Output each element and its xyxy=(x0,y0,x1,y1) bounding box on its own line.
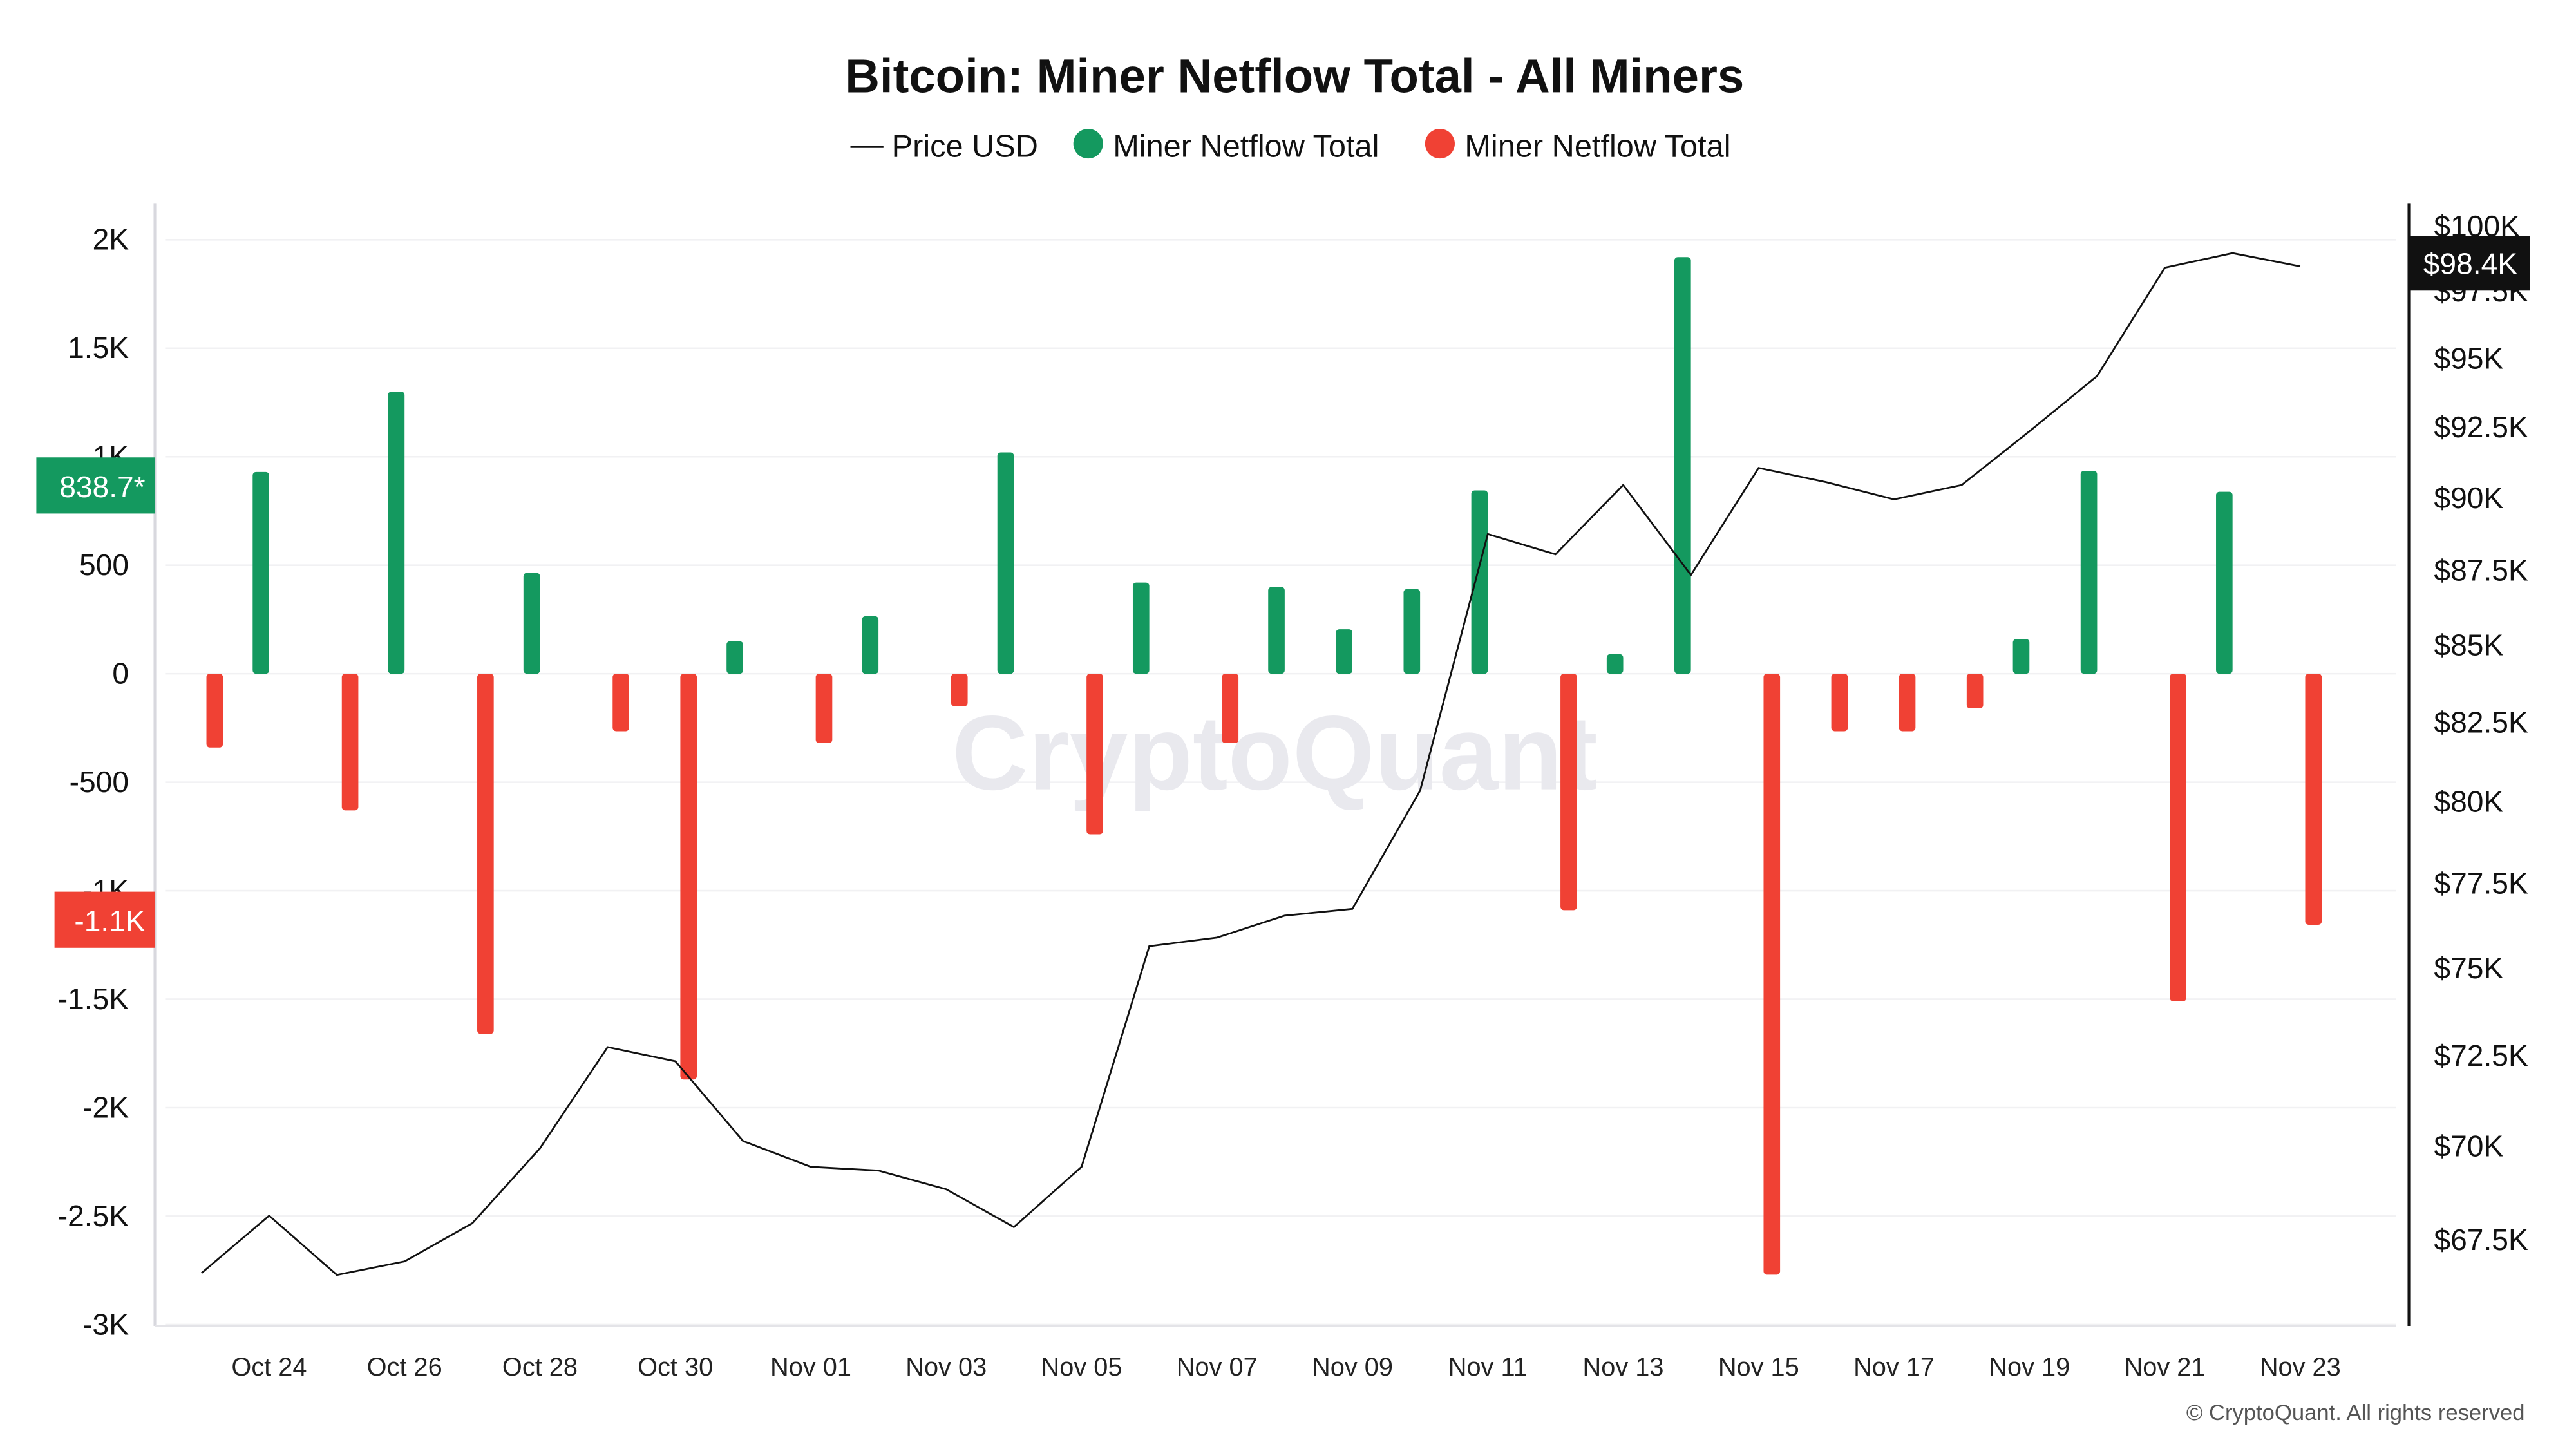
price-last-value-tag: $98.4K xyxy=(2409,236,2530,291)
left-tick-label: -3K xyxy=(82,1307,129,1341)
left-tick-label: 2K xyxy=(93,223,129,256)
right-tick-label: $67.5K xyxy=(2434,1223,2528,1256)
x-tick-label: Nov 03 xyxy=(905,1353,987,1381)
x-tick-label: Oct 28 xyxy=(502,1353,578,1381)
x-tick-label: Nov 09 xyxy=(1312,1353,1393,1381)
netflow-bar-negative[interactable] xyxy=(206,674,223,748)
x-tick-label: Nov 13 xyxy=(1583,1353,1664,1381)
left-tick-label: -2K xyxy=(82,1090,129,1124)
netflow-bar-negative[interactable] xyxy=(1763,674,1781,1275)
right-tick-label: $90K xyxy=(2434,481,2503,515)
left-tick-label: 500 xyxy=(79,548,129,582)
price-line xyxy=(200,252,2301,1276)
netflow-bar-negative[interactable] xyxy=(1560,674,1577,911)
netflow-bar-positive[interactable] xyxy=(2012,639,2030,674)
netflow-bar-positive[interactable] xyxy=(1674,257,1691,674)
right-tick-label: $70K xyxy=(2434,1129,2503,1162)
netflow-bar-positive[interactable] xyxy=(252,471,269,674)
netflow-bar-positive[interactable] xyxy=(862,616,879,674)
right-tick-label: $77.5K xyxy=(2434,867,2528,900)
netflow-bar-positive[interactable] xyxy=(1132,582,1150,674)
right-tick-label: $72.5K xyxy=(2434,1039,2528,1072)
copyright: © CryptoQuant. All rights reserved xyxy=(2186,1401,2525,1425)
netflow-bar-positive[interactable] xyxy=(523,573,540,674)
netflow-bar-negative[interactable] xyxy=(341,674,359,811)
legend-positive-label[interactable]: Miner Netflow Total xyxy=(1113,129,1379,164)
netflow-bar-positive[interactable] xyxy=(997,452,1014,674)
right-tick-label: $92.5K xyxy=(2434,410,2528,444)
netflow-bar-positive[interactable] xyxy=(1268,587,1285,674)
netflow-bar-positive[interactable] xyxy=(388,392,405,674)
x-tick-label: Nov 11 xyxy=(1448,1353,1528,1381)
x-tick-label: Nov 05 xyxy=(1041,1353,1122,1381)
netflow-bar-negative[interactable] xyxy=(2170,674,2186,1001)
netflow-bar-negative[interactable] xyxy=(1899,674,1916,732)
right-tick-label: $75K xyxy=(2434,951,2503,985)
netflow-bar-positive[interactable] xyxy=(1471,490,1488,674)
netflow-bar-positive[interactable] xyxy=(1336,629,1352,674)
right-tick-label: $82.5K xyxy=(2434,705,2528,739)
netflow-bar-negative[interactable] xyxy=(1831,674,1848,732)
netflow-bar-negative[interactable] xyxy=(1966,674,1984,709)
netflow-bar-positive[interactable] xyxy=(1403,589,1421,674)
right-tick-label: $85K xyxy=(2434,629,2503,662)
netflow-bar-positive[interactable] xyxy=(2216,491,2233,674)
legend-negative-label[interactable]: Miner Netflow Total xyxy=(1464,129,1730,164)
netflow-bar-positive[interactable] xyxy=(2080,471,2098,674)
chart-title: Bitcoin: Miner Netflow Total - All Miner… xyxy=(845,50,1744,103)
legend-green-dot-icon xyxy=(1073,129,1103,159)
watermark: CryptoQuant xyxy=(952,694,1598,812)
x-tick-label: Oct 24 xyxy=(231,1353,307,1381)
x-tick-label: Oct 26 xyxy=(367,1353,442,1381)
right-axis-ticks: $100K$97.5K$95K$92.5K$90K$87.5K$85K$82.5… xyxy=(2434,209,2528,1256)
netflow-bar-positive[interactable] xyxy=(726,641,743,674)
positive-last-value-tag: 838.7* xyxy=(36,457,156,514)
netflow-bars xyxy=(206,257,2322,1275)
x-axis-ticks: Oct 24 Oct 26 Oct 28 Oct 30 Nov 01 Nov 03 Nov … xyxy=(231,1353,2340,1381)
positive-tag-text: 838.7* xyxy=(59,470,145,504)
negative-last-value-tag: -1.1K xyxy=(54,891,156,948)
netflow-bar-negative[interactable] xyxy=(477,674,494,1034)
x-tick-label: Nov 01 xyxy=(770,1353,851,1381)
legend-red-dot-icon xyxy=(1425,129,1455,159)
x-tick-label: Nov 21 xyxy=(2125,1353,2206,1381)
left-tick-label: -2.5K xyxy=(58,1199,129,1233)
netflow-bar-negative[interactable] xyxy=(2305,674,2322,925)
left-tick-label: -1.5K xyxy=(58,982,129,1016)
netflow-bar-negative[interactable] xyxy=(612,674,629,732)
netflow-bar-negative[interactable] xyxy=(951,674,968,706)
netflow-bar-negative[interactable] xyxy=(815,674,833,743)
right-tick-label: $95K xyxy=(2434,341,2503,375)
negative-tag-text: -1.1K xyxy=(74,904,146,938)
x-tick-label: Nov 19 xyxy=(1989,1353,2070,1381)
x-tick-label: Nov 07 xyxy=(1177,1353,1258,1381)
right-tick-label: $87.5K xyxy=(2434,554,2528,587)
netflow-bar-positive[interactable] xyxy=(1606,654,1624,674)
legend-price-label[interactable]: Price USD xyxy=(892,129,1038,164)
x-tick-label: Oct 30 xyxy=(638,1353,713,1381)
netflow-bar-negative[interactable] xyxy=(1222,674,1239,743)
price-tag-text: $98.4K xyxy=(2423,247,2517,281)
left-tick-label: 1.5K xyxy=(68,331,129,365)
x-tick-label: Nov 17 xyxy=(1853,1353,1935,1381)
left-tick-label: 0 xyxy=(112,657,129,690)
x-tick-label: Nov 23 xyxy=(2260,1353,2341,1381)
netflow-bar-negative[interactable] xyxy=(1086,674,1103,835)
left-tick-label: -500 xyxy=(70,765,129,799)
right-tick-label: $80K xyxy=(2434,785,2503,819)
x-tick-label: Nov 15 xyxy=(1718,1353,1799,1381)
netflow-bar-negative[interactable] xyxy=(680,674,697,1080)
legend: Price USD Miner Netflow Total Miner Netf… xyxy=(850,129,1731,164)
